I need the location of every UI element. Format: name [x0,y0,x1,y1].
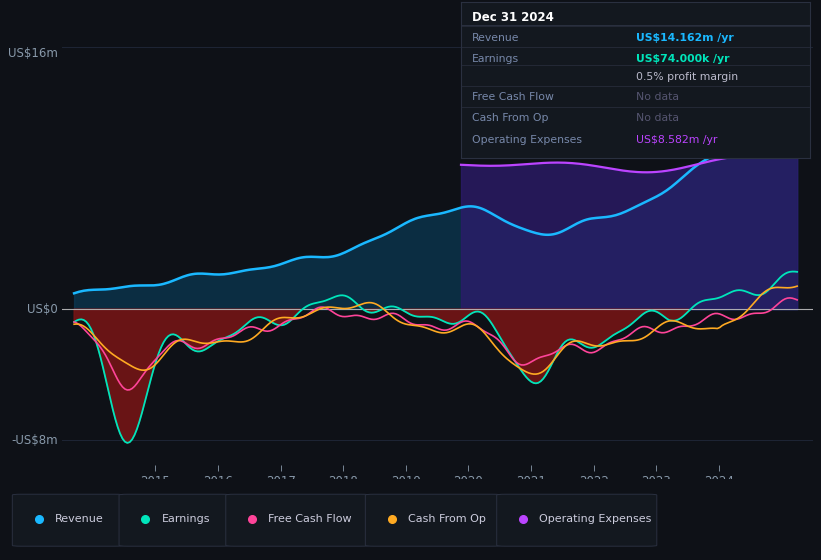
Text: US$0: US$0 [27,302,57,316]
Text: Dec 31 2024: Dec 31 2024 [472,11,553,24]
Text: US$8.582m /yr: US$8.582m /yr [636,135,718,145]
Text: US$74.000k /yr: US$74.000k /yr [636,54,729,64]
Text: Free Cash Flow: Free Cash Flow [268,515,352,524]
Text: Earnings: Earnings [472,54,519,64]
Text: 0.5% profit margin: 0.5% profit margin [636,72,738,82]
FancyBboxPatch shape [119,494,230,546]
Text: -US$8m: -US$8m [11,434,57,447]
Text: Free Cash Flow: Free Cash Flow [472,92,553,102]
FancyBboxPatch shape [365,494,501,546]
Text: Cash From Op: Cash From Op [408,515,486,524]
Text: No data: No data [636,113,679,123]
Text: Cash From Op: Cash From Op [472,113,548,123]
FancyBboxPatch shape [497,494,657,546]
Text: Revenue: Revenue [55,515,103,524]
Text: US$16m: US$16m [8,47,57,60]
Text: No data: No data [636,92,679,102]
Text: Earnings: Earnings [162,515,210,524]
FancyBboxPatch shape [12,494,123,546]
Text: Operating Expenses: Operating Expenses [472,135,582,145]
Text: Revenue: Revenue [472,33,520,43]
Text: Operating Expenses: Operating Expenses [539,515,652,524]
FancyBboxPatch shape [226,494,369,546]
Text: US$14.162m /yr: US$14.162m /yr [636,33,734,43]
